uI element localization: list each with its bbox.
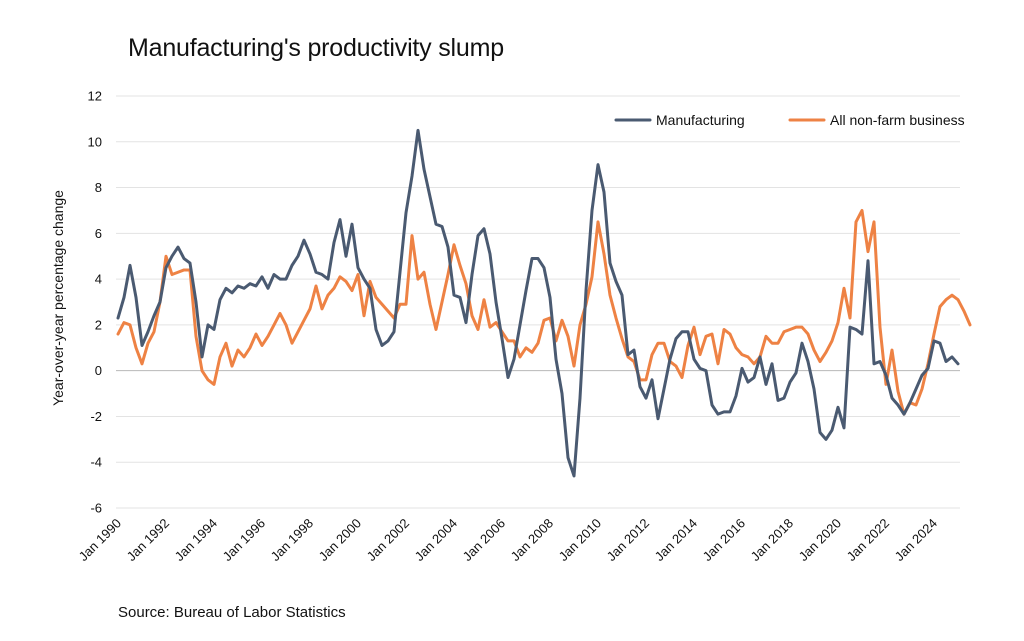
y-tick-label: 4: [95, 272, 102, 287]
x-tick-label: Jan 2012: [604, 516, 652, 564]
x-tick-label: Jan 2006: [460, 516, 508, 564]
series-lines: [116, 128, 972, 478]
x-tick-label: Jan 2008: [508, 516, 556, 564]
x-tick-label: Jan 2022: [844, 516, 892, 564]
y-tick-label: 2: [95, 317, 102, 332]
y-tick-label: 10: [88, 134, 102, 149]
x-tick-label: Jan 2024: [892, 516, 940, 564]
chart-title: Manufacturing's productivity slump: [128, 34, 504, 62]
x-tick-label: Jan 2010: [556, 516, 604, 564]
source-note: Source: Bureau of Labor Statistics: [118, 604, 346, 621]
gridlines: [116, 95, 960, 509]
x-tick-label: Jan 2004: [412, 516, 460, 564]
legend-label-manufacturing: Manufacturing: [656, 112, 745, 128]
x-tick-label: Jan 2014: [652, 516, 700, 564]
y-tick-label: 0: [95, 363, 102, 378]
x-tick-label: Jan 2016: [700, 516, 748, 564]
x-tick-label: Jan 2018: [748, 516, 796, 564]
y-tick-label: -4: [90, 455, 102, 470]
series-line-all-non-farm-business: [116, 208, 972, 416]
series-line-manufacturing: [116, 128, 960, 478]
x-tick-label: Jan 1996: [220, 516, 268, 564]
x-tick-label: Jan 1990: [76, 516, 124, 564]
legend-label-all-non-farm-business: All non-farm business: [830, 112, 965, 128]
x-tick-label: Jan 2002: [364, 516, 412, 564]
x-tick-label: Jan 1992: [124, 516, 172, 564]
y-tick-label: 12: [88, 89, 102, 104]
x-tick-label: Jan 1994: [172, 516, 220, 564]
legend: Manufacturing All non-farm business: [614, 112, 965, 128]
y-tick-label: 8: [95, 180, 102, 195]
y-axis-title: Year-over-year percentage change: [50, 190, 66, 406]
y-tick-label: 6: [95, 226, 102, 241]
y-axis-ticks: -6 -4 -2 0 2 4 6 8 10 12: [88, 89, 102, 516]
x-tick-label: Jan 2020: [796, 516, 844, 564]
x-tick-label: Jan 2000: [316, 516, 364, 564]
y-tick-label: -2: [90, 409, 102, 424]
x-axis-ticks: Jan 1990 Jan 1992 Jan 1994 Jan 1996 Jan 1998…: [76, 516, 940, 564]
y-tick-label: -6: [90, 501, 102, 516]
x-tick-label: Jan 1998: [268, 516, 316, 564]
